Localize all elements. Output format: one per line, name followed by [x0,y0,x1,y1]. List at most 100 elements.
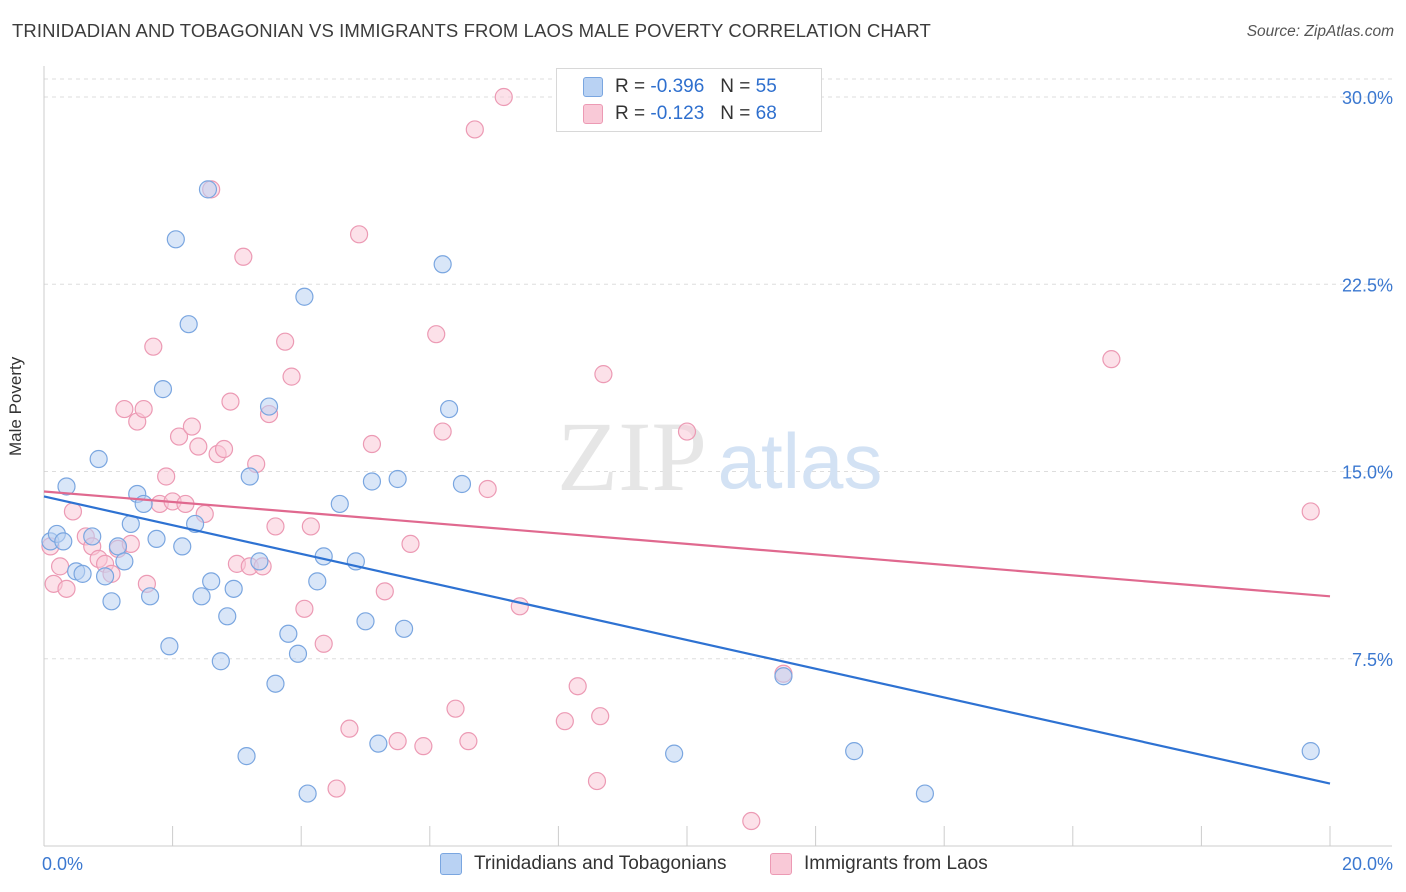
watermark-zip: ZIP [557,401,707,512]
data-point [1301,742,1320,761]
data-point [774,667,793,686]
data-point [57,477,76,496]
data-point [73,564,92,583]
legend-r-value: -0.123 [650,103,705,124]
data-point [314,634,333,653]
data-point [1301,502,1320,521]
data-point [95,567,115,586]
legend-swatch-blue [583,77,603,97]
legend-item-laos: Immigrants from Laos [770,852,988,876]
data-point [134,494,153,514]
data-point [288,644,308,663]
data-point [221,392,240,411]
data-point [134,399,153,419]
data-point [845,742,864,761]
data-point [298,784,317,803]
data-point [282,367,301,386]
legend-r-value: -0.396 [650,76,705,97]
trend-lines [43,490,1331,785]
y-tick-label: 22.5% [1342,275,1393,295]
data-point [266,517,285,536]
data-point [237,747,256,766]
data-point [266,674,285,693]
data-point [394,619,414,638]
data-point [459,732,478,751]
watermark-atlas: atlas [718,417,883,505]
data-point [83,527,102,546]
data-point [433,255,452,274]
data-point [279,624,298,643]
data-point [665,744,684,763]
data-point [276,332,295,351]
data-point [349,225,369,244]
data-point [115,399,134,419]
data-point [54,532,73,551]
data-point [362,472,382,491]
data-point [478,479,497,499]
data-point [166,230,185,249]
legend-swatch-pink [770,853,792,875]
data-point [214,439,234,459]
data-point [452,474,472,494]
data-point [295,287,314,306]
series-trinidadian-points [41,180,1320,803]
source-label: Source: ZipAtlas.com [1246,23,1394,40]
data-point [169,427,189,446]
data-point [677,422,697,441]
data-point [192,587,211,606]
axes [43,66,1392,847]
legend-swatch-pink [583,104,603,124]
legend-n-value: 68 [755,103,777,124]
y-axis-label: Male Poverty [6,356,25,456]
data-point [330,494,349,514]
data-point [250,552,269,571]
data-point [591,707,610,726]
data-point [327,779,346,798]
data-point [587,771,607,791]
data-point [89,449,108,469]
data-point [915,784,935,803]
legend-row-series2: R = -0.123 N = 68 [583,102,777,126]
data-point [189,437,208,456]
data-point [157,467,176,486]
data-point [202,572,221,591]
data-point [301,517,320,536]
data-point [102,592,121,611]
data-point [362,434,382,454]
legend-r-label: R = [615,76,646,97]
data-point [198,180,218,199]
data-point [160,637,179,656]
data-point [57,579,76,598]
data-point [224,579,243,598]
x-tick-label-max: 20.0% [1342,854,1393,874]
data-point [182,417,201,436]
y-tick-label: 30.0% [1342,88,1393,108]
data-point [144,337,163,356]
legend-n-value: 55 [755,76,777,97]
legend-n-label: N = [720,76,751,97]
data-point [1102,350,1121,369]
data-point [147,529,166,549]
data-point [414,737,433,756]
data-point [401,534,420,554]
legend-label-laos: Immigrants from Laos [804,853,988,874]
data-point [465,120,484,139]
y-tick-label: 7.5% [1352,650,1393,670]
data-point [115,552,134,571]
data-point [295,599,314,618]
chart-title: TRINIDADIAN AND TOBAGONIAN VS IMMIGRANTS… [12,20,931,41]
data-point [340,719,359,738]
data-point [63,502,83,521]
data-point [140,587,160,606]
legend-item-trinidadian: Trinidadians and Tobagonians [440,852,726,876]
y-tick-label: 15.0% [1342,463,1393,483]
data-point [568,677,587,696]
x-tick-label-min: 0.0% [42,854,83,874]
legend-r-label: R = [615,103,646,124]
data-point [308,572,327,591]
data-point [314,547,333,566]
data-point [494,87,513,107]
legend-n-label: N = [720,103,751,124]
data-point [742,811,761,831]
